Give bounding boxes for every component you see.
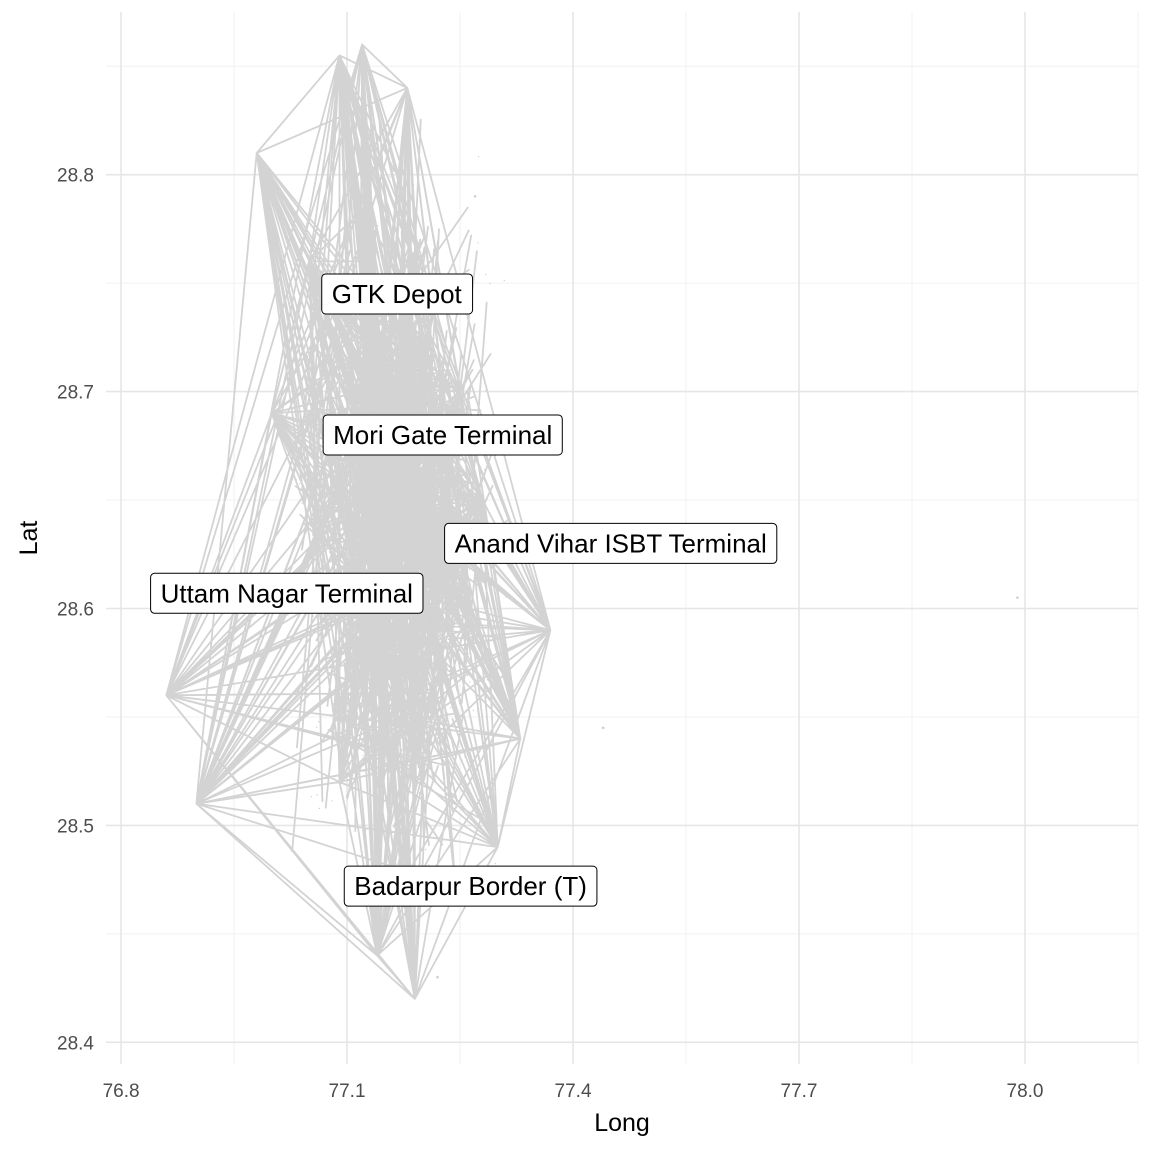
x-tick-label: 77.4	[555, 1081, 592, 1102]
terminal-label-text: Anand Vihar ISBT Terminal	[455, 528, 767, 558]
y-tick-label: 28.6	[57, 599, 94, 620]
y-tick-label: 28.4	[57, 1033, 94, 1054]
y-tick-label: 28.8	[57, 166, 94, 187]
bus-route-lines	[165, 43, 552, 1000]
terminal-label-box	[444, 522, 778, 564]
route-segments	[165, 43, 552, 1000]
terminal-label-box	[322, 414, 563, 456]
terminal-label-box	[150, 572, 424, 614]
terminal-label: GTK Depot	[321, 273, 474, 315]
terminal-label-text: Uttam Nagar Terminal	[161, 578, 413, 608]
stop-dots	[296, 156, 508, 866]
y-axis-title: Lat	[15, 521, 43, 556]
x-tick-label: 76.8	[103, 1081, 140, 1102]
terminal-label-text: Mori Gate Terminal	[333, 420, 552, 450]
y-tick-label: 28.7	[57, 383, 94, 404]
outlier-stop-point	[601, 726, 605, 730]
terminal-label-box	[321, 273, 474, 315]
outlier-stop-point	[473, 195, 477, 198]
terminal-label: Uttam Nagar Terminal	[150, 572, 424, 614]
terminal-label-text: Badarpur Border (T)	[354, 871, 587, 901]
outlier-stop-point	[436, 975, 439, 979]
terminal-labels: GTK Depot Mori Gate Terminal Anand Vihar I…	[150, 273, 778, 907]
y-axis-ticks: 28.4 28.5 28.6 28.7 28.8	[57, 166, 94, 1055]
y-tick-label: 28.5	[57, 816, 94, 837]
terminal-label: Mori Gate Terminal	[322, 414, 563, 456]
x-tick-label: 77.1	[329, 1081, 366, 1102]
stop-points	[296, 156, 1019, 979]
x-axis-title: Long	[594, 1109, 650, 1137]
terminal-label-box	[343, 865, 598, 907]
x-tick-label: 78.0	[1007, 1081, 1044, 1102]
terminal-label-text: GTK Depot	[332, 279, 463, 309]
terminal-label: Anand Vihar ISBT Terminal	[444, 522, 778, 564]
x-tick-label: 77.7	[781, 1081, 818, 1102]
terminal-label: Badarpur Border (T)	[343, 865, 598, 907]
outlier-stop-point	[1016, 596, 1019, 599]
x-axis-ticks: 76.8 77.1 77.4 77.7 78.0	[103, 1081, 1044, 1102]
